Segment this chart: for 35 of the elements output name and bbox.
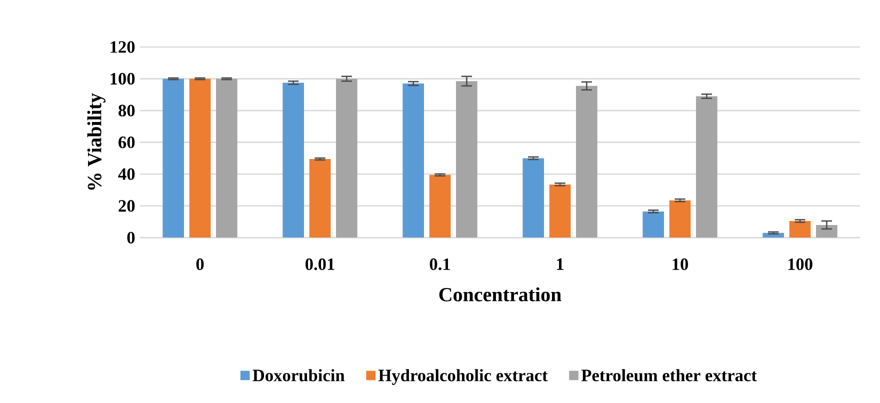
bar	[429, 174, 451, 238]
bar	[216, 78, 238, 238]
y-axis-title: % Viability	[87, 93, 106, 190]
bar	[162, 78, 184, 238]
bar	[189, 78, 211, 238]
y-tick-label: 20	[118, 200, 135, 212]
bar	[549, 184, 571, 238]
y-tick-label: 80	[118, 104, 135, 116]
bar	[669, 200, 691, 238]
y-tick-label: 40	[118, 168, 135, 180]
y-tick-label: 0	[127, 232, 135, 244]
bar	[642, 211, 664, 238]
bar	[402, 84, 424, 238]
x-tick-label: 0	[196, 258, 204, 270]
bar	[336, 78, 358, 238]
bar	[456, 81, 478, 238]
x-tick-label: 0.01	[306, 258, 334, 270]
x-tick-label: 0.1	[430, 258, 450, 270]
legend-label: Hydroalcoholic extract	[378, 369, 548, 385]
bar	[576, 86, 598, 238]
x-axis-title: Concentration	[439, 287, 562, 302]
y-tick-label: 60	[118, 136, 135, 148]
legend-label: Doxorubicin	[252, 369, 345, 382]
bar	[789, 220, 811, 238]
x-tick-label: 10	[672, 258, 688, 270]
bar	[309, 159, 331, 238]
legend-label: Petroleum ether extract	[581, 369, 757, 382]
x-tick-label: 100	[788, 258, 812, 270]
y-tick-label: 100	[110, 72, 135, 85]
bar	[816, 224, 838, 238]
bar	[696, 96, 718, 238]
bar	[282, 82, 304, 238]
y-tick-label: 120	[110, 41, 135, 53]
bar	[522, 158, 544, 238]
x-tick-label: 1	[557, 258, 564, 270]
